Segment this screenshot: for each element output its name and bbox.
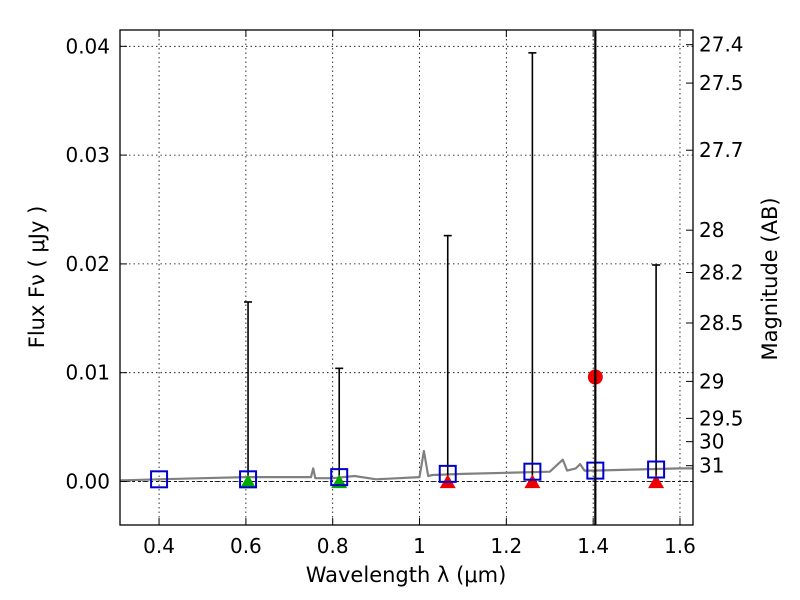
model-photometry-square	[523, 462, 542, 481]
y-tick-label: 0.04	[65, 34, 110, 58]
right-axis-tick-label: 28.2	[699, 260, 744, 284]
right-axis-tick-label: 27.4	[699, 33, 744, 57]
plot-frame	[119, 29, 694, 526]
right-axis-tick-label: 31	[699, 454, 724, 478]
model-photometry-square	[330, 468, 349, 487]
x-tick-label: 1.2	[490, 534, 522, 558]
model-photometry-square	[438, 464, 457, 483]
y-tick-label: 0.00	[65, 469, 110, 493]
model-photometry-square	[647, 460, 666, 479]
right-axis-tick-label: 27.7	[699, 138, 744, 162]
x-tick-label: 1.4	[577, 534, 609, 558]
red-triangle-marker	[524, 474, 541, 489]
y-axis-label: Flux Fν ( μJy )	[25, 206, 49, 349]
x-tick-label: 0.6	[230, 534, 262, 558]
right-axis-tick-label: 29	[699, 369, 724, 393]
y-tick-label: 0.03	[65, 143, 110, 167]
x-tick-label: 1.6	[664, 534, 696, 558]
red-triangle-marker	[648, 474, 665, 489]
model-spectrum-line	[119, 449, 693, 482]
model-photometry-square	[150, 470, 169, 489]
tick-layer	[120, 30, 693, 525]
y-tick-label: 0.02	[65, 252, 110, 276]
x-tick-label: 0.4	[143, 534, 175, 558]
right-axis-tick-label: 30	[699, 430, 724, 454]
x-tick-label: 0.8	[317, 534, 349, 558]
spectrum-layer	[119, 449, 693, 482]
y-tick-label: 0.01	[65, 361, 110, 385]
right-axis-tick-label: 28	[699, 218, 724, 242]
model-photometry-square	[239, 470, 258, 489]
right-axis-tick-label: 28.5	[699, 311, 744, 335]
errorbar-layer	[244, 52, 661, 482]
right-axis-tick-label: 27.5	[699, 71, 744, 95]
right-axis-tick-label: 29.5	[699, 406, 744, 430]
x-tick-label: 1	[413, 534, 426, 558]
x-axis-label: Wavelength λ (μm)	[306, 563, 507, 587]
green-triangle-marker	[240, 474, 257, 489]
right-axis-label: Magnitude (AB)	[758, 197, 782, 360]
label-layer: 0.4 0.6 0.8 1 1.2 1.4 1.6 0.00 0.01 0.02 0.03 0.04 2…	[65, 33, 743, 558]
